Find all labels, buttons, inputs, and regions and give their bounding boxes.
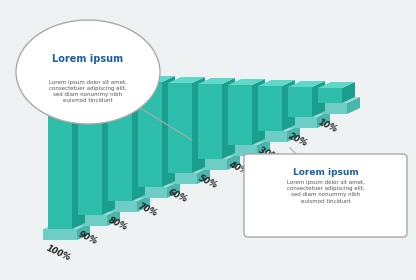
Polygon shape [192, 77, 205, 173]
Polygon shape [168, 77, 205, 83]
Polygon shape [253, 125, 300, 131]
Polygon shape [133, 187, 167, 198]
Polygon shape [197, 167, 210, 184]
Polygon shape [162, 76, 175, 187]
Polygon shape [108, 81, 132, 201]
Text: Lorem ipsum: Lorem ipsum [52, 54, 124, 64]
Polygon shape [78, 80, 102, 215]
Text: Lorem ipsum dolor sit amet,
consectetuer adipiscing elit,
sed diam nonummy nibh
: Lorem ipsum dolor sit amet, consectetuer… [49, 80, 127, 103]
Polygon shape [317, 111, 330, 128]
Polygon shape [198, 78, 235, 84]
Polygon shape [72, 73, 85, 229]
Polygon shape [163, 167, 210, 173]
Polygon shape [253, 131, 287, 142]
Polygon shape [228, 79, 265, 85]
Polygon shape [133, 181, 180, 187]
Polygon shape [313, 103, 347, 114]
Polygon shape [257, 139, 270, 156]
Polygon shape [313, 97, 360, 103]
Polygon shape [132, 75, 145, 201]
Polygon shape [342, 82, 355, 103]
Polygon shape [193, 153, 240, 159]
Polygon shape [283, 111, 330, 117]
Polygon shape [258, 86, 282, 131]
Ellipse shape [16, 20, 160, 124]
Polygon shape [103, 195, 150, 201]
Polygon shape [138, 76, 175, 82]
Polygon shape [137, 195, 150, 212]
Polygon shape [163, 173, 197, 184]
Text: 80%: 80% [107, 216, 129, 233]
Polygon shape [347, 97, 360, 114]
Polygon shape [228, 85, 252, 145]
Polygon shape [287, 125, 300, 142]
Polygon shape [103, 201, 137, 212]
Polygon shape [283, 117, 317, 128]
Polygon shape [282, 80, 295, 131]
Text: 90%: 90% [77, 230, 99, 247]
Polygon shape [78, 74, 115, 80]
Polygon shape [108, 75, 145, 81]
FancyBboxPatch shape [244, 154, 407, 237]
Polygon shape [48, 73, 85, 79]
Polygon shape [138, 82, 162, 187]
Polygon shape [43, 229, 77, 240]
Polygon shape [252, 79, 265, 145]
Text: 50%: 50% [197, 174, 219, 191]
Text: 20%: 20% [287, 132, 309, 149]
Polygon shape [223, 139, 270, 145]
Text: Lorem ipsum: Lorem ipsum [292, 168, 358, 177]
Polygon shape [318, 82, 355, 88]
Polygon shape [107, 209, 120, 226]
Polygon shape [258, 80, 295, 86]
Polygon shape [73, 209, 120, 215]
Text: 10%: 10% [317, 118, 339, 135]
Polygon shape [222, 78, 235, 159]
Polygon shape [102, 74, 115, 215]
Polygon shape [168, 83, 192, 173]
Polygon shape [48, 79, 72, 229]
Text: 100%: 100% [45, 244, 72, 263]
Polygon shape [223, 145, 257, 156]
Polygon shape [288, 87, 312, 117]
Polygon shape [312, 81, 325, 117]
Polygon shape [167, 181, 180, 198]
Polygon shape [318, 88, 342, 103]
Polygon shape [198, 84, 222, 159]
Polygon shape [43, 223, 90, 229]
Polygon shape [193, 159, 227, 170]
Polygon shape [227, 153, 240, 170]
Polygon shape [288, 81, 325, 87]
Polygon shape [73, 215, 107, 226]
Text: Lorem ipsum dolor sit amet,
consectetuer adipiscing elit,
sed diam nonummy nibh
: Lorem ipsum dolor sit amet, consectetuer… [287, 180, 364, 204]
Polygon shape [77, 223, 90, 240]
Text: 60%: 60% [167, 188, 189, 205]
Text: 30%: 30% [257, 146, 279, 163]
Text: 70%: 70% [137, 202, 159, 219]
Text: 40%: 40% [227, 160, 249, 177]
